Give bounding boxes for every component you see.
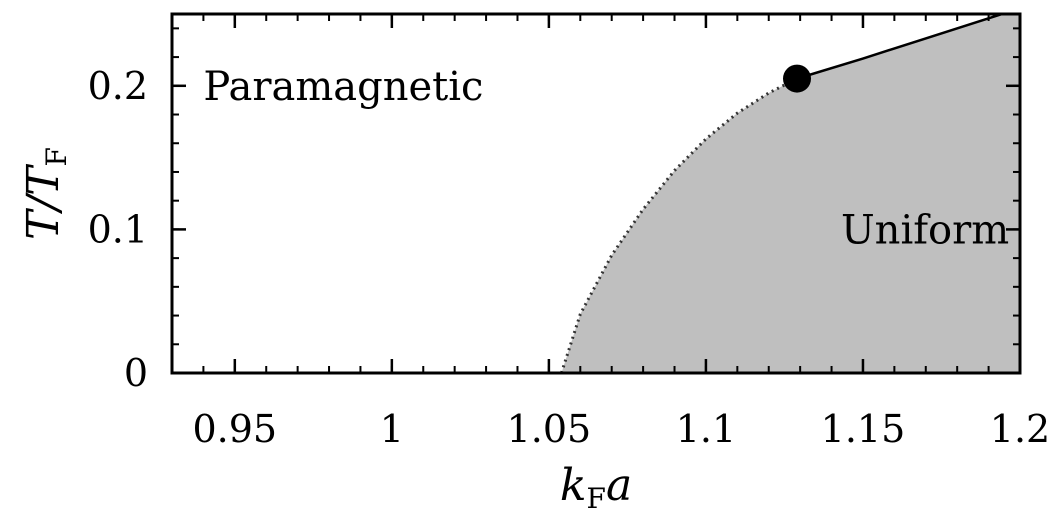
second-order-boundary-line	[560, 77, 798, 374]
y-axis-title-main: T/T	[18, 163, 69, 240]
x-axis-title-subscript: F	[587, 482, 606, 514]
y-tick-label: 0.1	[88, 207, 148, 251]
y-tick-label: 0	[124, 351, 148, 395]
y-tick-label: 0.2	[88, 64, 148, 108]
x-tick-label: 1.15	[821, 407, 906, 451]
x-axis-title-main: k	[560, 460, 587, 511]
x-tick-label: 1.1	[676, 407, 736, 451]
x-tick-label: 1	[380, 407, 404, 451]
uniform-phase-region	[561, 14, 1020, 373]
x-tick-label: 0.95	[193, 407, 278, 451]
axis-ticks	[171, 14, 1022, 375]
x-axis-title-tail: a	[606, 460, 632, 511]
x-axis-title: kFa	[560, 460, 632, 514]
plot-frame	[170, 12, 1022, 375]
y-axis-title-subscript: F	[40, 147, 73, 166]
paramagnetic-region-label: Paramagnetic	[203, 64, 483, 110]
uniform-region-label: Uniform	[841, 207, 1009, 253]
x-tick-label: 1.2	[990, 407, 1050, 451]
x-tick-label: 1.05	[507, 407, 592, 451]
y-axis-title: T/TF	[18, 147, 73, 240]
axis-tick-labels: 0.95 1 1.05 1.1 1.15 1.2 0 0.1 0.2	[88, 64, 1051, 451]
plot-area: 0.95 1 1.05 1.1 1.15 1.200.10.2 Paramagnetic …	[88, 12, 1051, 451]
tricritical-point-marker	[783, 64, 812, 93]
